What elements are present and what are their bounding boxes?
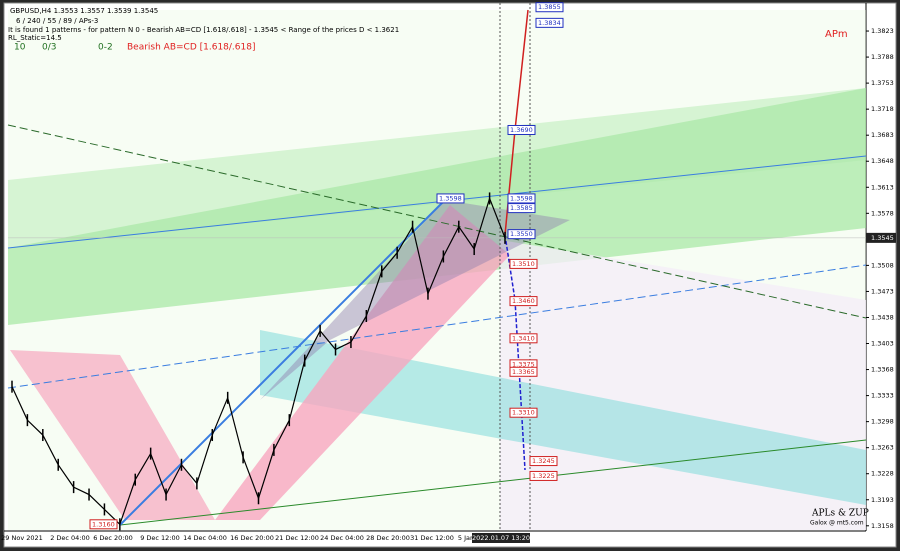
green-channel-upper [8,88,866,248]
price-tick-label: 1.3438 [871,313,894,321]
level-label: 1.3410 [512,334,535,342]
price-tick-label: 1.3753 [871,79,894,87]
projection-down [504,234,526,471]
level-box [89,519,118,530]
level-label: 1.3585 [510,204,533,212]
time-label: 6 Dec 20:00 [93,534,133,542]
level-box [507,193,536,204]
pink-channel [215,205,510,520]
level-label: 1.3550 [510,230,533,238]
time-label: 28 Dec 20:00 [366,534,410,542]
level-box [509,296,538,307]
price-tick-label: 1.3333 [871,392,894,400]
level-box [509,333,538,344]
time-current: 2022.01.07 13:20 [472,534,530,542]
green-line [119,439,867,526]
price-tick-label: 1.3578 [871,209,894,217]
level-box [436,193,465,204]
time-label: 2 Dec 04:00 [50,534,90,542]
level-box [507,203,536,214]
level-box [535,2,564,13]
pink-zone [10,350,215,520]
level-label: 1.3225 [532,472,555,480]
level-label: 1.3375 [512,360,535,368]
price-tick-label: 1.3403 [871,340,894,348]
level-label: 1.3365 [512,368,535,376]
pattern-leg [119,199,446,526]
settings-line: 6 / 240 / 55 / 89 / APs-3 [16,17,98,25]
price-tick-label: 1.3648 [871,157,894,165]
green-channel [8,88,866,325]
level-box [509,258,538,269]
counter: 10 [14,43,26,53]
level-box [507,124,536,135]
price-tick-label: 1.3718 [871,105,894,113]
level-label: 1.3834 [538,19,561,27]
level-box [529,456,558,467]
cyan-channel [260,330,866,505]
price-tick-label: 1.3368 [871,366,894,374]
price-tick-label: 1.3263 [871,444,894,452]
apm-tag: APm [825,29,848,40]
level-label: 1.3310 [512,409,535,417]
time-label: 29 Nov 2021 [1,534,43,542]
brand: APLs & ZUP [811,509,869,519]
level-label: 1.3598 [510,194,533,202]
level-box [507,229,536,240]
price-tick-label: 1.3158 [871,522,894,530]
time-label: 9 Dec 12:00 [140,534,180,542]
price-tick-label: 1.3193 [871,496,894,504]
price-tick-label: 1.3508 [871,261,894,269]
time-current-box [472,533,530,543]
level-box [535,17,564,28]
pattern-name: Bearish AB=CD [1.618/.618] [127,43,256,53]
price-tick-label: 1.3613 [871,183,894,191]
price-tick-label: 1.3788 [871,53,894,61]
level-box [509,366,538,377]
time-label: 16 Dec 20:00 [230,534,274,542]
current-price-box [866,232,896,243]
time-label: 31 Dec 12:00 [410,534,454,542]
level-label: 1.3160 [92,520,115,528]
level-box [529,470,558,481]
counter: 0-2 [98,43,113,53]
green-dashed [7,124,867,319]
counter: 0/3 [42,43,56,53]
price-tick-label: 1.3683 [871,131,894,139]
level-label: 1.3245 [532,457,555,465]
time-label: 21 Dec 12:00 [275,534,319,542]
level-box [509,407,538,418]
level-label: 1.3510 [512,260,535,268]
static-line: RL_Static=14.5 [8,34,62,42]
symbol-line: GBPUSD,H4 1.3553 1.3557 1.3539 1.3545 [10,7,158,15]
pattern-line: It is found 1 patterns - for pattern N 0… [8,26,399,34]
price-tick-label: 1.3473 [871,287,894,295]
site: Galox @ mt5.com [810,520,864,527]
level-label: 1.3855 [538,3,561,11]
price-tick-label: 1.3298 [871,418,894,426]
level-label: 1.3690 [510,126,533,134]
price-tick-label: 1.3228 [871,470,894,478]
price-tick-label: 1.3823 [871,27,894,35]
current-price: 1.3545 [871,234,894,242]
time-label: 5 Jan [458,534,474,542]
time-label: 24 Dec 04:00 [320,534,364,542]
level-label: 1.3598 [439,194,462,202]
time-label: 14 Dec 04:00 [183,534,227,542]
level-label: 1.3460 [512,297,535,305]
gray-triangle [260,200,570,400]
